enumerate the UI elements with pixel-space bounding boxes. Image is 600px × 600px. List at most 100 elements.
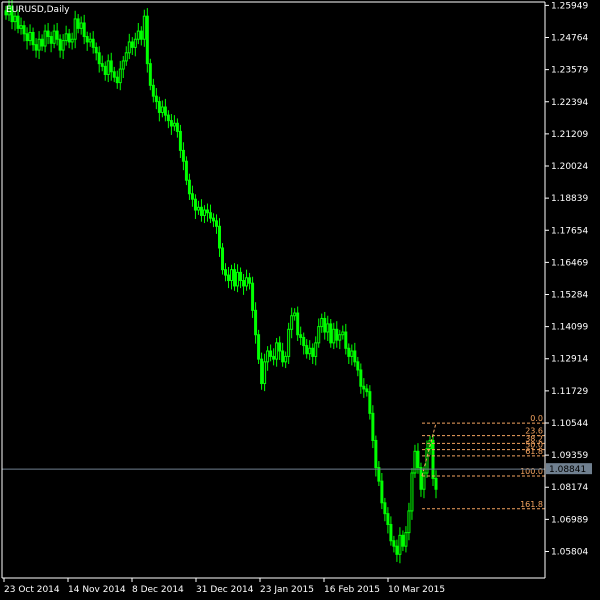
candle-body	[386, 513, 390, 525]
candle-body	[109, 60, 113, 73]
fib-level-label: 61.8	[525, 447, 543, 456]
candle-body	[112, 71, 116, 78]
candle-body	[245, 277, 249, 287]
candle-body	[299, 334, 303, 338]
candle-body	[371, 412, 375, 441]
candle-body	[392, 540, 396, 547]
candle-body	[103, 65, 107, 75]
candle-body	[46, 30, 50, 38]
time-tick-label: 16 Feb 2015	[324, 585, 380, 595]
candle-body	[160, 106, 164, 113]
candle-body	[136, 30, 140, 40]
candle-body	[413, 450, 417, 474]
candle-body	[16, 15, 20, 29]
candle-body	[404, 532, 408, 547]
candle-body	[239, 271, 243, 282]
candle-body	[211, 217, 215, 222]
candle-body	[157, 101, 161, 113]
candle-body	[82, 22, 86, 38]
candle-body	[287, 328, 291, 357]
candle-body	[278, 342, 282, 352]
candle-body	[242, 280, 246, 287]
candle-body	[398, 534, 402, 555]
candle-body	[19, 25, 23, 29]
candle-body	[434, 477, 438, 490]
candle-body	[106, 60, 110, 75]
candle-body	[64, 33, 68, 42]
price-tick-label: 1.15284	[551, 291, 588, 301]
candle-body	[362, 385, 366, 390]
candle-body	[205, 209, 209, 214]
fib-level-label: 0.0	[530, 414, 543, 423]
candle-body	[142, 15, 146, 40]
candle-body	[407, 510, 411, 534]
candle-body	[431, 439, 435, 479]
candle-body	[115, 76, 119, 84]
candle-body	[401, 534, 405, 547]
time-tick-label: 23 Jan 2015	[260, 585, 314, 595]
candle-body	[88, 38, 92, 43]
candle-body	[419, 467, 423, 490]
candle-body	[202, 209, 206, 216]
candle-body	[91, 38, 95, 48]
candle-body	[356, 361, 360, 371]
candle-body	[49, 36, 53, 44]
candle-body	[233, 269, 237, 287]
candle-body	[76, 18, 80, 29]
candle-body	[344, 331, 348, 349]
candle-body	[230, 269, 234, 282]
candle-body	[100, 63, 104, 67]
candle-body	[296, 312, 300, 336]
time-tick-label: 10 Mar 2015	[388, 585, 445, 595]
candle-body	[368, 391, 372, 414]
candle-body	[199, 206, 203, 216]
candle-body	[269, 350, 273, 357]
time-tick-label: 8 Dec 2014	[132, 585, 184, 595]
candle-body	[224, 269, 228, 276]
price-tick-label: 1.06989	[551, 515, 588, 525]
candle-body	[13, 15, 17, 23]
candle-body	[377, 467, 381, 482]
candle-body	[133, 38, 137, 48]
candle-body	[94, 46, 98, 54]
candle-body	[284, 355, 288, 363]
candle-body	[43, 30, 47, 47]
candle-body	[130, 41, 134, 48]
candle-body	[293, 312, 297, 317]
candle-body	[52, 30, 56, 44]
candle-body	[175, 122, 179, 132]
candle-body	[124, 52, 128, 62]
candle-body	[335, 328, 339, 341]
price-axis: 1.25949 1.24764 1.23579 1.22394 1.21209 1.200…	[545, 1, 588, 557]
fibonacci-retracement[interactable]: 0.0 23.638.250.061.8 100.0 161.8	[421, 414, 545, 510]
candle-body	[172, 122, 176, 127]
price-tick-label: 1.24764	[551, 34, 588, 44]
candle-body	[383, 502, 387, 515]
price-tick-label: 1.16469	[551, 258, 588, 268]
candle-body	[323, 317, 327, 333]
candle-body	[139, 30, 143, 40]
candle-body	[227, 274, 231, 282]
price-tick-label: 1.09359	[551, 451, 588, 461]
candle-body	[308, 347, 312, 355]
candle-body	[290, 315, 294, 330]
symbol-label: EURUSD,Daily	[6, 5, 70, 15]
price-tick-label: 1.10544	[551, 419, 588, 429]
candle-body	[148, 63, 152, 86]
fib-level-label: 100.0	[520, 467, 543, 476]
candle-body	[365, 388, 369, 393]
fib-level-label: 38.2	[525, 434, 543, 443]
candle-body	[79, 22, 83, 29]
candle-body	[193, 198, 197, 211]
candle-body	[187, 179, 191, 195]
candle-body	[338, 334, 342, 341]
fib-level-label: 161.8	[520, 500, 543, 509]
candle-body	[329, 323, 333, 344]
candle-body	[184, 160, 188, 181]
candle-body	[154, 95, 158, 103]
time-tick-label: 23 Oct 2014	[4, 585, 60, 595]
candle-body	[416, 450, 420, 469]
candle-body	[217, 225, 221, 249]
candle-body	[40, 38, 44, 47]
